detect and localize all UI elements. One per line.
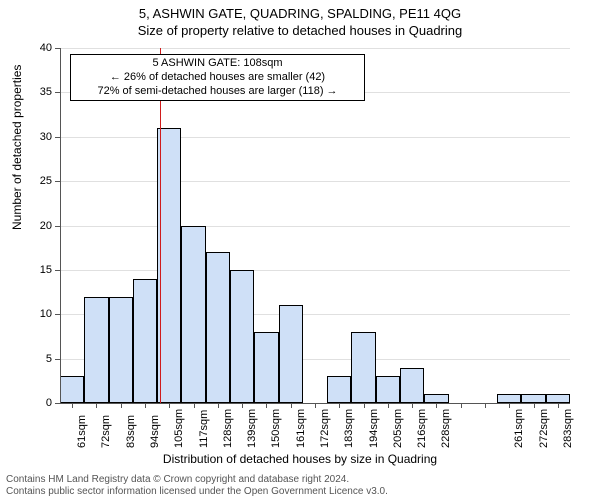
chart-subtitle: Size of property relative to detached ho…: [0, 21, 600, 38]
histogram-bar: [521, 394, 545, 403]
gridline: [60, 226, 570, 227]
xtick-label: 72sqm: [100, 415, 112, 448]
xtick-label: 139sqm: [246, 409, 258, 448]
xtick-label: 105sqm: [173, 409, 185, 448]
annotation-line3: 72% of semi-detached houses are larger (…: [77, 85, 358, 99]
ytick-label: 25: [0, 175, 52, 187]
histogram-bar: [351, 332, 375, 403]
histogram-bar: [60, 376, 84, 403]
footer-line1: Contains HM Land Registry data © Crown c…: [6, 474, 388, 486]
histogram-bar: [84, 297, 108, 404]
histogram-bar: [109, 297, 133, 404]
xtick-label: 272sqm: [538, 409, 550, 448]
xtick-label: 128sqm: [222, 409, 234, 448]
ytick-label: 35: [0, 86, 52, 98]
gridline: [60, 137, 570, 138]
histogram-bar: [181, 226, 205, 404]
chart-plot-area: 61sqm72sqm83sqm94sqm105sqm117sqm128sqm13…: [60, 48, 570, 403]
annotation-line1: 5 ASHWIN GATE: 108sqm: [77, 57, 358, 71]
ytick-label: 20: [0, 220, 52, 232]
xtick-label: 228sqm: [440, 409, 452, 448]
xtick-label: 205sqm: [392, 409, 404, 448]
reference-line: [160, 48, 162, 403]
xtick-label: 183sqm: [343, 409, 355, 448]
footer-line2: Contains public sector information licen…: [6, 486, 388, 498]
xtick-label: 194sqm: [368, 409, 380, 448]
ytick-label: 0: [0, 397, 52, 409]
xtick-label: 94sqm: [149, 415, 161, 448]
gridline: [60, 270, 570, 271]
xtick-label: 150sqm: [270, 409, 282, 448]
xtick-label: 261sqm: [513, 409, 525, 448]
footer-attribution: Contains HM Land Registry data © Crown c…: [6, 474, 388, 498]
histogram-bar: [376, 376, 400, 403]
ytick-label: 15: [0, 264, 52, 276]
gridline: [60, 48, 570, 49]
histogram-bar: [327, 376, 351, 403]
ytick-label: 10: [0, 308, 52, 320]
histogram-bar: [230, 270, 254, 403]
y-axis-line: [60, 48, 61, 403]
annotation-line2: ← 26% of detached houses are smaller (42…: [77, 71, 358, 85]
xtick-label: 61sqm: [76, 415, 88, 448]
histogram-bar: [546, 394, 570, 403]
ytick-label: 40: [0, 42, 52, 54]
ytick-label: 5: [0, 353, 52, 365]
histogram-bar: [206, 252, 230, 403]
xtick-label: 216sqm: [416, 409, 428, 448]
gridline: [60, 181, 570, 182]
x-axis-label: Distribution of detached houses by size …: [0, 452, 600, 466]
chart-title-address: 5, ASHWIN GATE, QUADRING, SPALDING, PE11…: [0, 0, 600, 21]
histogram-bar: [133, 279, 157, 403]
histogram-bar: [424, 394, 448, 403]
histogram-bar: [400, 368, 424, 404]
xtick-label: 172sqm: [319, 409, 331, 448]
annotation-box: 5 ASHWIN GATE: 108sqm← 26% of detached h…: [70, 54, 365, 101]
xtick-label: 83sqm: [125, 415, 137, 448]
histogram-bar: [279, 305, 303, 403]
xtick-label: 283sqm: [562, 409, 574, 448]
x-axis-line: [60, 403, 570, 404]
histogram-bar: [497, 394, 521, 403]
xtick-label: 161sqm: [295, 409, 307, 448]
xtick-label: 117sqm: [198, 410, 210, 448]
histogram-bar: [254, 332, 278, 403]
ytick-label: 30: [0, 131, 52, 143]
